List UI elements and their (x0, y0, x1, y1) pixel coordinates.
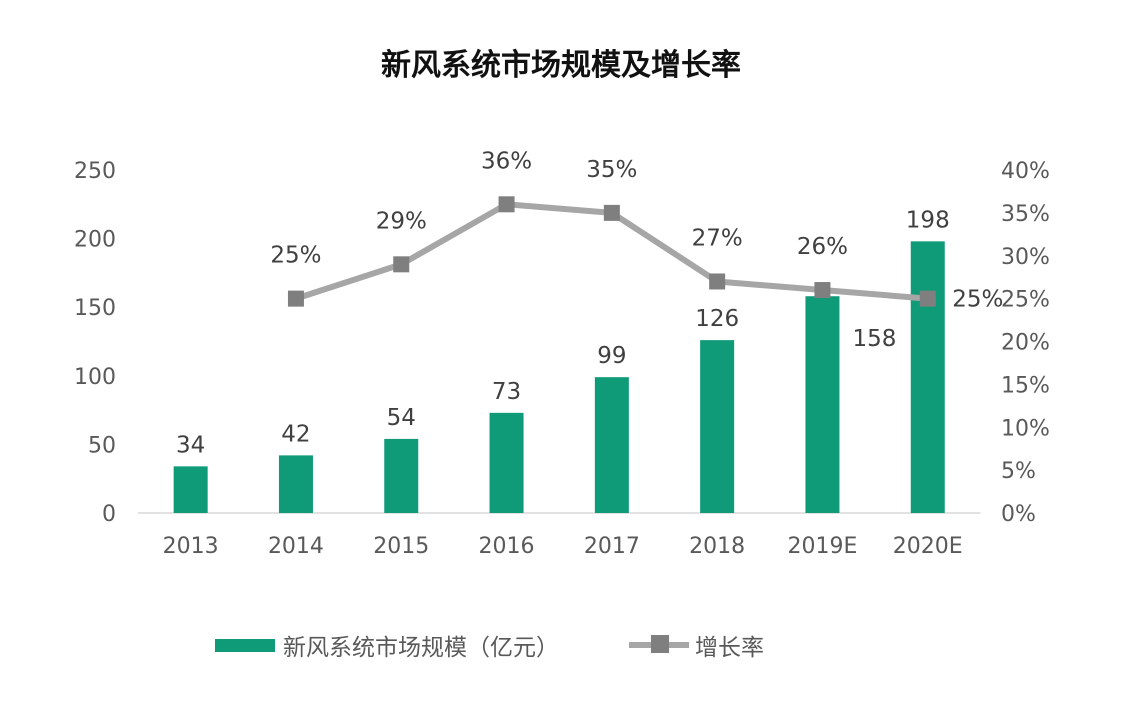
bar (173, 466, 208, 513)
line-marker (814, 282, 831, 299)
x-tick-label: 2016 (479, 534, 535, 559)
y-right-tick-label: 35% (1001, 202, 1050, 227)
line-marker (498, 196, 515, 213)
x-tick-label: 2015 (373, 534, 429, 559)
line-marker (919, 290, 936, 307)
x-tick-label: 2013 (163, 534, 219, 559)
y-left-tick-label: 200 (74, 228, 116, 253)
line-data-label: 25% (270, 243, 321, 269)
x-tick-label: 2018 (689, 534, 745, 559)
bar-data-label: 198 (906, 207, 950, 233)
bar (700, 340, 735, 513)
bar-data-label: 158 (852, 326, 896, 352)
bar-data-label: 34 (176, 432, 205, 458)
y-right-tick-label: 30% (1001, 245, 1050, 270)
line-data-label: 36% (481, 148, 532, 174)
y-right-tick-label: 10% (1001, 416, 1050, 441)
line-marker (393, 256, 410, 273)
legend-bar-swatch (215, 638, 275, 652)
bar-data-label: 42 (281, 421, 310, 447)
x-tick-label: 2014 (268, 534, 324, 559)
y-right-tick-label: 15% (1001, 373, 1050, 398)
bar (910, 241, 945, 513)
chart-title: 新风系统市场规模及增长率 (381, 48, 741, 83)
y-right-tick-label: 20% (1001, 331, 1050, 356)
bar (489, 412, 524, 513)
y-right-tick-label: 5% (1001, 459, 1036, 484)
bar-data-label: 126 (695, 306, 739, 332)
line-data-label: 25% (952, 287, 1003, 313)
bar-data-label: 99 (597, 343, 626, 369)
line-marker (603, 204, 620, 221)
bar-data-label: 73 (492, 379, 521, 405)
bar-data-label: 54 (387, 405, 416, 431)
y-right-tick-label: 40% (1001, 159, 1050, 184)
y-right-tick-label: 25% (1001, 288, 1050, 313)
legend-line-swatch (629, 635, 689, 653)
y-left-tick-label: 150 (74, 296, 116, 321)
line-marker (709, 273, 726, 290)
y-left-tick-label: 0 (102, 502, 116, 527)
line-data-label: 29% (376, 208, 427, 234)
y-left-tick-label: 250 (74, 159, 116, 184)
line-data-label: 26% (797, 234, 848, 260)
line-marker (287, 290, 304, 307)
bar (594, 377, 629, 513)
legend: 新风系统市场规模（亿元） 增长率 (215, 628, 764, 662)
line-data-label: 35% (586, 157, 637, 183)
legend-bar-label: 新风系统市场规模（亿元） (283, 635, 559, 661)
bar (805, 296, 840, 513)
y-left-tick-label: 50 (88, 433, 116, 458)
bar (278, 455, 313, 513)
x-tick-label: 2017 (584, 534, 640, 559)
x-tick-label: 2020E (893, 534, 963, 559)
y-left-tick-label: 100 (74, 365, 116, 390)
legend-line-label: 增长率 (695, 635, 764, 661)
legend-line-marker (651, 635, 669, 653)
line-data-label: 27% (692, 225, 743, 251)
x-tick-label: 2019E (788, 534, 858, 559)
y-right-tick-label: 0% (1001, 502, 1036, 527)
bar (384, 438, 419, 513)
